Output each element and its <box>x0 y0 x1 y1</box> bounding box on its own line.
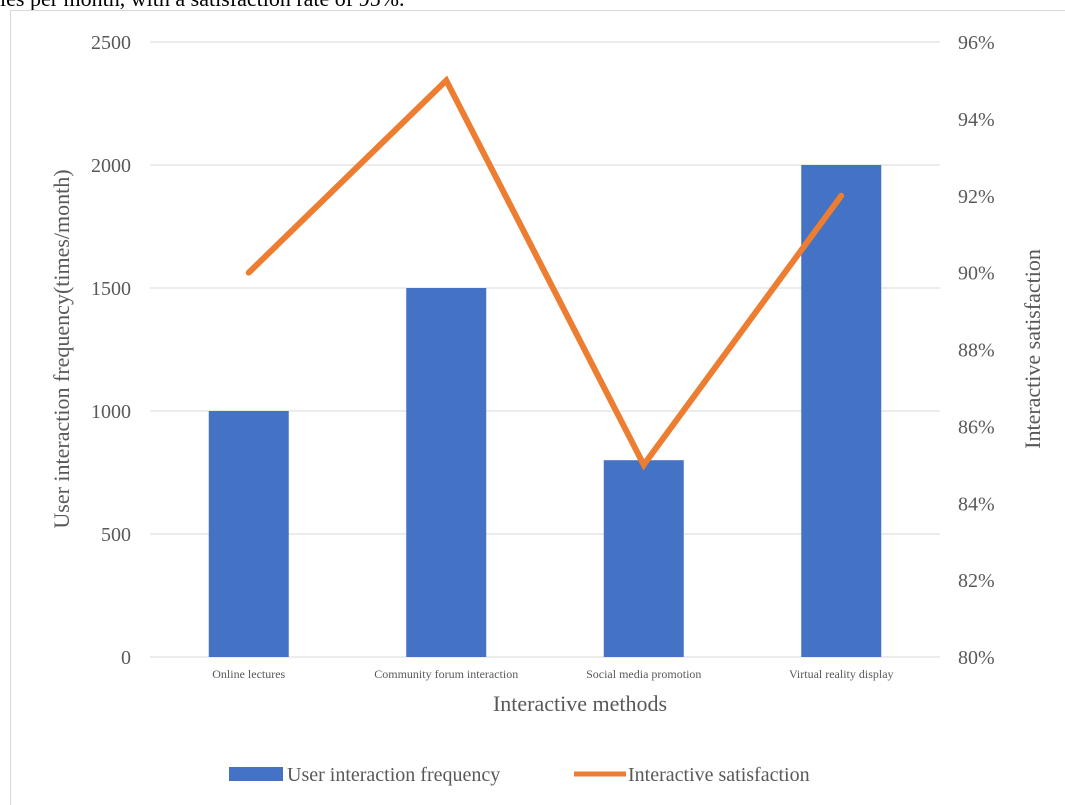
category-labels: Online lectures Community forum interacti… <box>212 667 893 681</box>
line-point <box>840 194 843 197</box>
legend-label-bar: User interaction frequency <box>287 764 500 786</box>
x-axis-title: Interactive methods <box>493 691 667 716</box>
right-tick-label: 84% <box>958 493 995 515</box>
line-series <box>245 75 845 471</box>
left-tick-label: 2500 <box>91 32 131 54</box>
left-axis-ticks: 0 500 1000 1500 2000 2500 <box>91 32 131 669</box>
right-axis-ticks: 80% 82% 84% 86% 88% 90% 92% 94% 96% <box>958 32 995 669</box>
left-tick-label: 1000 <box>91 401 131 423</box>
line-point <box>247 271 250 274</box>
bar <box>406 288 487 657</box>
category-label: Virtual reality display <box>789 667 894 681</box>
bar <box>603 460 684 657</box>
left-tick-label: 0 <box>121 647 131 669</box>
legend-swatch-bar <box>229 767 283 781</box>
right-tick-label: 80% <box>958 647 995 669</box>
right-tick-label: 94% <box>958 109 995 131</box>
left-tick-label: 1500 <box>91 278 131 300</box>
satisfaction-line <box>245 75 845 471</box>
legend-label-line: Interactive satisfaction <box>628 764 810 786</box>
category-label: Online lectures <box>212 667 285 681</box>
right-axis-title: Interactive satisfaction <box>1020 249 1045 449</box>
right-tick-label: 92% <box>958 186 995 208</box>
right-tick-label: 86% <box>958 416 995 438</box>
line-point <box>642 463 645 466</box>
bar-series <box>208 165 882 657</box>
legend: User interaction frequency Interactive s… <box>229 764 810 786</box>
category-label: Community forum interaction <box>374 667 518 681</box>
caption-fragment: ies per month, with a satisfaction rate … <box>0 0 404 12</box>
bar <box>801 165 882 657</box>
right-tick-label: 88% <box>958 340 995 362</box>
right-tick-label: 90% <box>958 263 995 285</box>
left-tick-label: 500 <box>101 524 131 546</box>
right-tick-label: 96% <box>958 32 995 54</box>
chart-frame <box>10 10 1065 805</box>
right-tick-label: 82% <box>958 570 995 592</box>
line-point <box>445 79 448 82</box>
left-tick-label: 2000 <box>91 155 131 177</box>
category-label: Social media promotion <box>586 667 701 681</box>
bar <box>208 411 289 657</box>
left-axis-title: User interaction frequency(times/month) <box>49 169 74 528</box>
